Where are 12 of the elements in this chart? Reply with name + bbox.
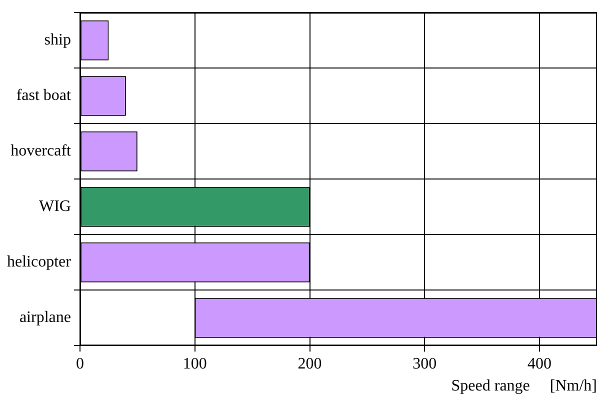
y-tick-label: fast boat [16,87,72,104]
y-tick-label: hovercaft [10,142,72,160]
y-tick-label: WIG [38,198,72,216]
y-tick-label: airplane [19,309,71,326]
y-tick-label: helicopter [7,254,72,271]
x-tick-label: 0 [76,355,84,372]
x-tick-label: 400 [528,355,552,372]
x-tick-label: 100 [182,355,207,372]
x-axis-title: Speed range [Nm/h] [451,378,597,395]
x-tick-label: 300 [412,355,437,372]
y-tick-label: ship [44,32,71,49]
x-tick-label: 200 [298,355,322,372]
